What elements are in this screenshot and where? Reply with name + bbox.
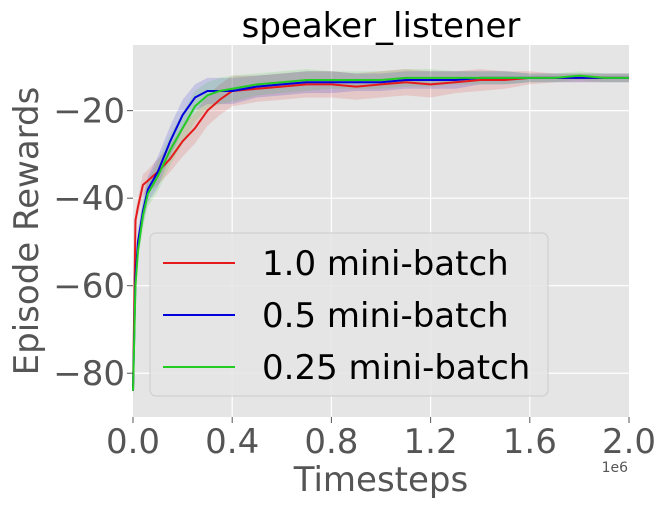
legend-label-2: 0.25 mini-batch bbox=[262, 348, 530, 388]
x-axis-multiplier: 1e6 bbox=[602, 460, 629, 476]
legend-label-1: 0.5 mini-batch bbox=[262, 296, 509, 336]
series-line-2 bbox=[132, 74, 629, 391]
confidence-bands bbox=[133, 69, 629, 400]
y-tick-label-0: −80 bbox=[53, 354, 125, 394]
x-tick-label-3: 1.2 bbox=[404, 422, 458, 462]
y-tick-label-1: −60 bbox=[53, 267, 125, 307]
x-tick-label-4: 1.6 bbox=[503, 422, 557, 462]
legend: 1.0 mini-batch 0.5 mini-batch 0.25 mini-ba… bbox=[149, 232, 549, 397]
x-tick-label-1: 0.4 bbox=[205, 422, 259, 462]
legend-label-0: 1.0 mini-batch bbox=[262, 244, 509, 284]
series-line-0 bbox=[132, 76, 629, 391]
y-axis-ticks: −80 −60 −40 −20 bbox=[53, 92, 133, 394]
x-tick-label-2: 0.8 bbox=[304, 422, 358, 462]
x-axis-ticks: 0.0 0.4 0.8 1.2 1.6 2.0 bbox=[106, 417, 656, 462]
y-axis-label: Episode Rewards bbox=[7, 87, 47, 376]
y-tick-label-2: −40 bbox=[53, 179, 125, 219]
x-tick-label-5: 2.0 bbox=[602, 422, 656, 462]
series-lines bbox=[132, 74, 629, 391]
x-axis-label: Timesteps bbox=[293, 460, 468, 500]
x-tick-label-0: 0.0 bbox=[106, 422, 160, 462]
legend-box bbox=[149, 232, 549, 397]
chart-title: speaker_listener bbox=[242, 6, 521, 46]
series-band-1 bbox=[133, 71, 629, 400]
y-tick-label-3: −20 bbox=[53, 92, 125, 132]
